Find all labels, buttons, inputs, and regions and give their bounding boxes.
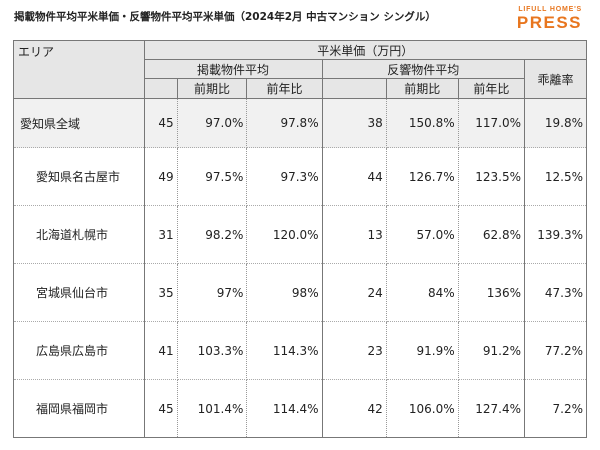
response-prev-year-cell: 127.4% bbox=[457, 379, 526, 438]
listed-prev-month-cell: 97.0% bbox=[176, 98, 248, 148]
response-value-header bbox=[321, 78, 387, 99]
listed-average-header: 掲載物件平均 bbox=[143, 59, 323, 79]
area-header: エリア bbox=[13, 40, 145, 99]
divergence-cell: 139.3% bbox=[524, 205, 587, 264]
listed-value-cell: 45 bbox=[143, 379, 178, 438]
unit-header: 平米単価（万円） bbox=[143, 40, 588, 60]
header-row-1: エリア 平米単価（万円） bbox=[13, 40, 588, 99]
listed-prev-month-cell: 98.2% bbox=[176, 205, 248, 264]
area-cell: 愛知県名古屋市 bbox=[13, 147, 145, 206]
price-table: エリア 平米単価（万円） 掲載物件平均 反響物件平均 乖離率 前期比 前年比 前… bbox=[13, 40, 588, 438]
response-prev-year-cell: 123.5% bbox=[457, 147, 526, 206]
divergence-cell: 19.8% bbox=[524, 98, 587, 148]
response-value-cell: 13 bbox=[321, 205, 387, 264]
response-prev-month-cell: 57.0% bbox=[385, 205, 459, 264]
response-prev-month-cell: 91.9% bbox=[385, 321, 459, 380]
area-cell: 福岡県福岡市 bbox=[13, 379, 145, 438]
listed-prev-year-cell: 97.8% bbox=[246, 98, 323, 148]
area-cell: 宮城県仙台市 bbox=[13, 263, 145, 322]
logo-bottom-text: PRESS bbox=[516, 13, 582, 32]
response-prev-year-cell: 91.2% bbox=[457, 321, 526, 380]
listed-prev-month-cell: 101.4% bbox=[176, 379, 248, 438]
response-prev-month-cell: 150.8% bbox=[385, 98, 459, 148]
header-row-3: 前期比 前年比 前期比 前年比 bbox=[14, 78, 587, 99]
listed-prev-year-cell: 114.3% bbox=[246, 321, 323, 380]
response-value-cell: 38 bbox=[321, 98, 387, 148]
listed-prev-month-header: 前期比 bbox=[176, 78, 248, 99]
table-caption: 掲載物件平均平米単価・反響物件平均平米単価（2024年2月 中古マンション シン… bbox=[14, 11, 436, 23]
listed-prev-month-cell: 97% bbox=[176, 263, 248, 322]
response-prev-year-cell: 62.8% bbox=[457, 205, 526, 264]
divergence-cell: 7.2% bbox=[524, 379, 587, 438]
listed-value-cell: 35 bbox=[143, 263, 178, 322]
listed-value-cell: 45 bbox=[143, 98, 178, 148]
listed-prev-year-cell: 114.4% bbox=[246, 379, 323, 438]
divergence-cell: 77.2% bbox=[524, 321, 587, 380]
response-average-header: 反響物件平均 bbox=[321, 59, 526, 79]
table-row: 福岡県福岡市 45 101.4% 114.4% 42 106.0% 127.4%… bbox=[13, 379, 587, 438]
lifull-homes-press-logo: LIFULL HOME'S PRESS bbox=[517, 6, 582, 31]
listed-prev-year-cell: 98% bbox=[246, 263, 323, 322]
table-row: 広島県広島市 41 103.3% 114.3% 23 91.9% 91.2% 7… bbox=[13, 321, 587, 380]
table-row: 宮城県仙台市 35 97% 98% 24 84% 136% 47.3% bbox=[13, 263, 587, 322]
area-cell: 愛知県全域 bbox=[13, 98, 145, 148]
listed-prev-year-cell: 97.3% bbox=[246, 147, 323, 206]
response-prev-month-cell: 126.7% bbox=[385, 147, 459, 206]
response-prev-year-cell: 136% bbox=[457, 263, 526, 322]
response-value-cell: 44 bbox=[321, 147, 387, 206]
area-cell: 北海道札幌市 bbox=[13, 205, 145, 264]
response-prev-month-cell: 84% bbox=[385, 263, 459, 322]
table-row: 愛知県名古屋市 49 97.5% 97.3% 44 126.7% 123.5% … bbox=[13, 147, 587, 206]
response-prev-year-header: 前年比 bbox=[457, 78, 526, 99]
response-value-cell: 23 bbox=[321, 321, 387, 380]
response-prev-month-cell: 106.0% bbox=[385, 379, 459, 438]
listed-prev-month-cell: 97.5% bbox=[176, 147, 248, 206]
listed-prev-month-cell: 103.3% bbox=[176, 321, 248, 380]
area-cell: 広島県広島市 bbox=[13, 321, 145, 380]
header-row-2: 掲載物件平均 反響物件平均 乖離率 bbox=[14, 59, 587, 99]
listed-value-header bbox=[143, 78, 178, 99]
divergence-header: 乖離率 bbox=[524, 59, 587, 99]
listed-value-cell: 41 bbox=[143, 321, 178, 380]
listed-prev-year-cell: 120.0% bbox=[246, 205, 323, 264]
divergence-cell: 47.3% bbox=[524, 263, 587, 322]
listed-value-cell: 31 bbox=[143, 205, 178, 264]
response-value-cell: 24 bbox=[321, 263, 387, 322]
response-prev-month-header: 前期比 bbox=[385, 78, 459, 99]
table-row: 愛知県全域 45 97.0% 97.8% 38 150.8% 117.0% 19… bbox=[13, 98, 587, 148]
table-row: 北海道札幌市 31 98.2% 120.0% 13 57.0% 62.8% 13… bbox=[13, 205, 587, 264]
listed-value-cell: 49 bbox=[143, 147, 178, 206]
divergence-cell: 12.5% bbox=[524, 147, 587, 206]
response-prev-year-cell: 117.0% bbox=[457, 98, 526, 148]
response-value-cell: 42 bbox=[321, 379, 387, 438]
logo-top-text: LIFULL HOME'S bbox=[518, 6, 582, 13]
listed-prev-year-header: 前年比 bbox=[246, 78, 323, 99]
